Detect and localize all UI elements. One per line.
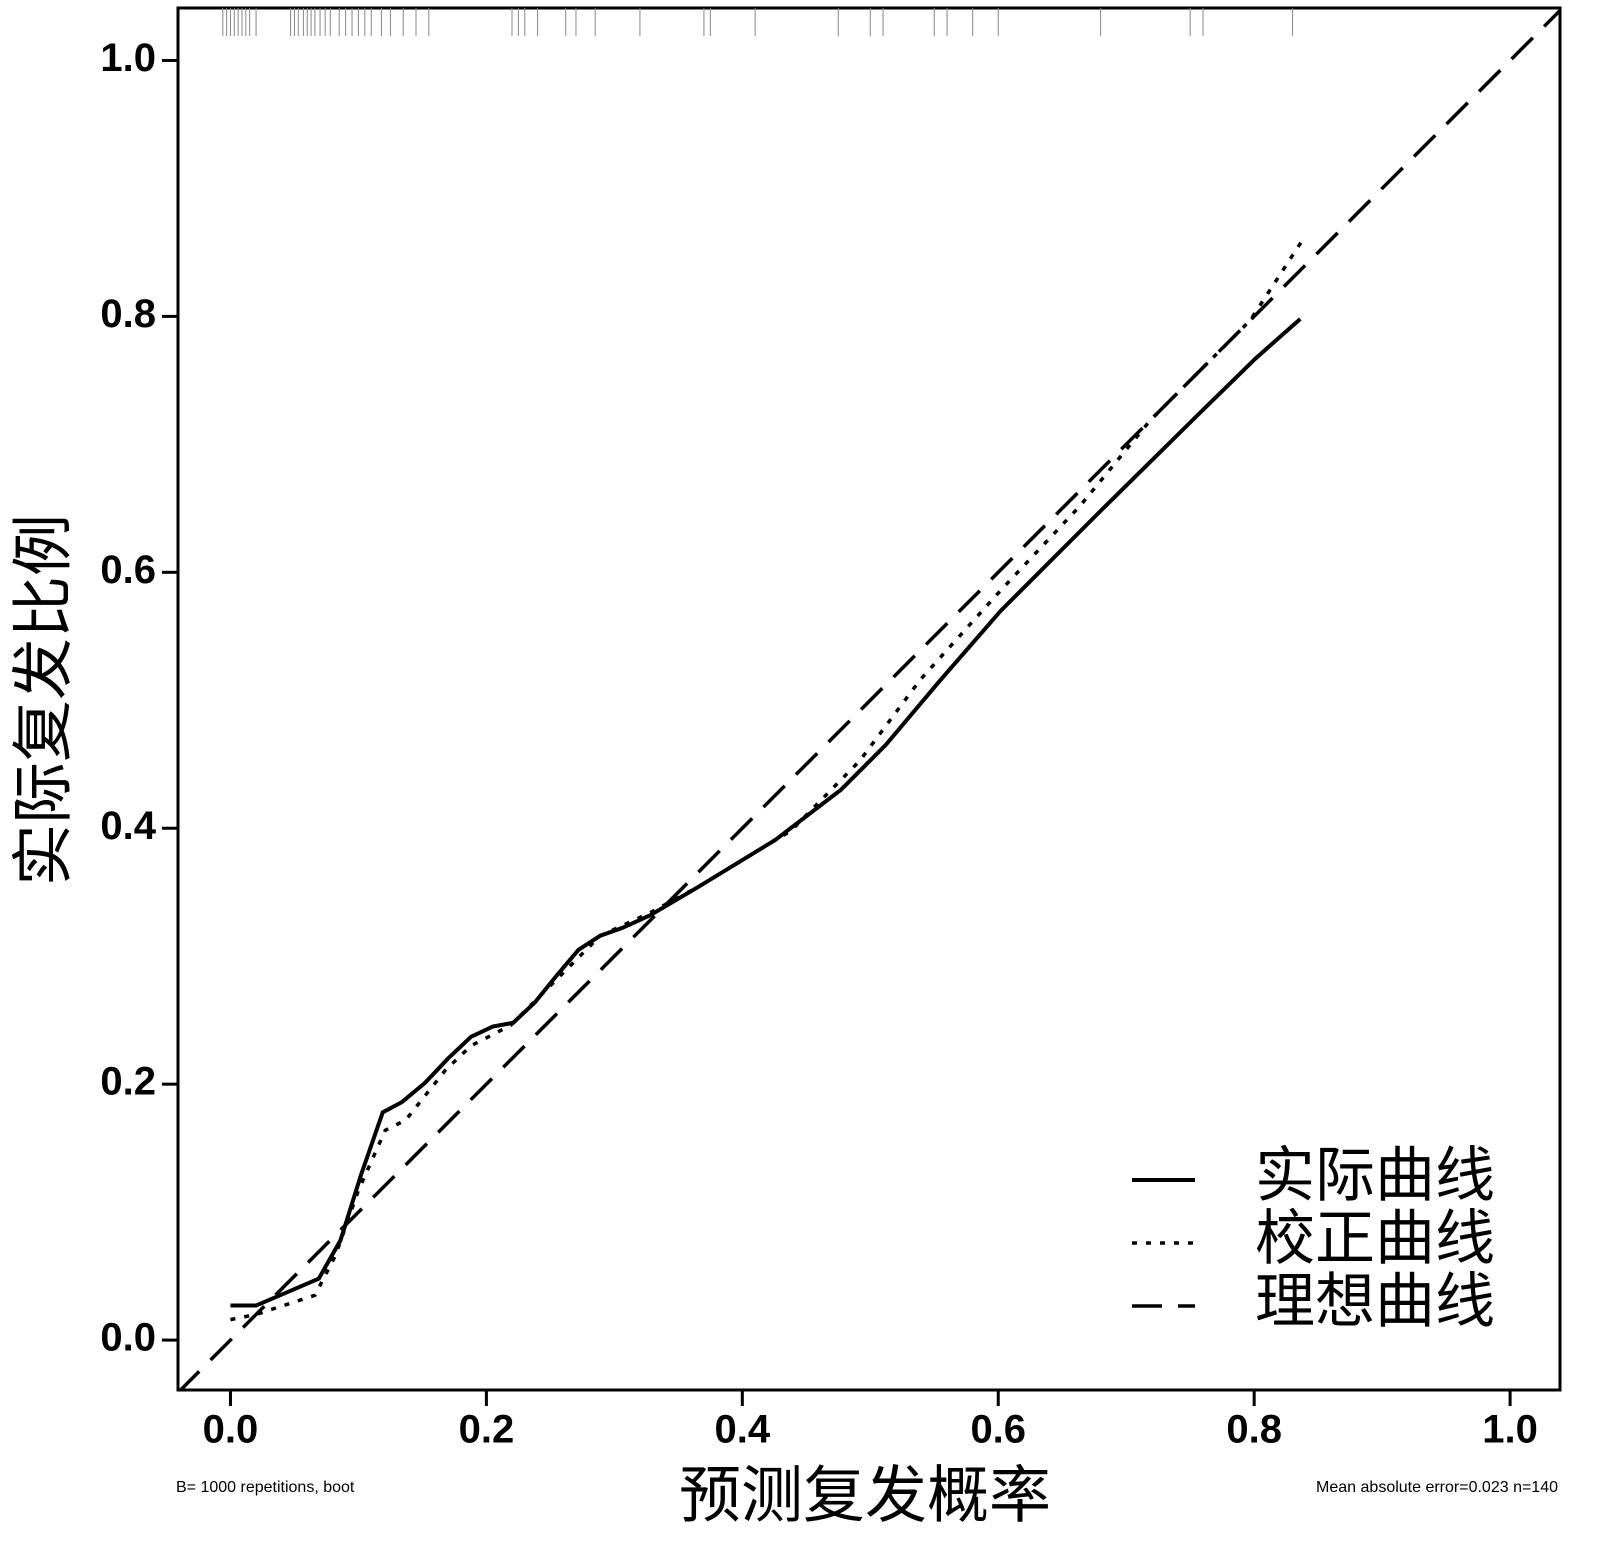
y-tick-label: 0.4 (100, 804, 156, 848)
x-tick-label: 0.6 (970, 1408, 1026, 1452)
y-axis-label: 实际复发比例 (9, 514, 78, 886)
y-tick-label: 0.6 (100, 548, 156, 592)
line (230, 317, 1302, 1308)
line (230, 234, 1307, 1322)
y-tick-label: 0.8 (100, 292, 156, 336)
x-tick-label: 0.2 (459, 1408, 515, 1452)
x-tick-label: 0.0 (203, 1408, 259, 1452)
legend-label: 校正曲线 (1255, 1205, 1495, 1272)
x-axis-label: 预测复发概率 (679, 1461, 1051, 1530)
y-tick-label: 0.2 (100, 1060, 156, 1104)
legend-label: 理想曲线 (1255, 1268, 1495, 1335)
plot-frame (176, 6, 1562, 1392)
x-tick-label: 0.4 (715, 1408, 771, 1452)
x-tick-label: 1.0 (1482, 1408, 1538, 1452)
line (178, 9, 1560, 1390)
x-tick-label: 0.8 (1226, 1408, 1282, 1452)
legend-label: 实际曲线 (1255, 1142, 1495, 1209)
y-tick-label: 0.0 (100, 1316, 156, 1360)
footnote: Mean absolute error=0.023 n=140 (1316, 1479, 1558, 1496)
y-tick-label: 1.0 (100, 36, 156, 80)
footnote: B= 1000 repetitions, boot (176, 1479, 355, 1496)
plot-area (178, 8, 1560, 1390)
